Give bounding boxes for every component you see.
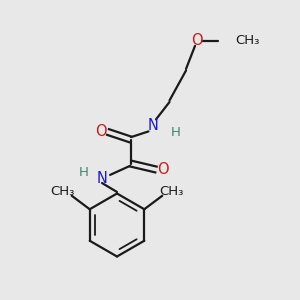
Text: CH₃: CH₃ (159, 185, 184, 198)
Text: H: H (171, 125, 180, 139)
Text: CH₃: CH₃ (236, 34, 260, 47)
Text: O: O (191, 33, 202, 48)
Text: O: O (157, 162, 168, 177)
Text: N: N (148, 118, 158, 134)
Text: O: O (96, 124, 107, 140)
Text: N: N (97, 171, 107, 186)
Text: CH₃: CH₃ (50, 185, 75, 198)
Text: H: H (79, 166, 89, 179)
